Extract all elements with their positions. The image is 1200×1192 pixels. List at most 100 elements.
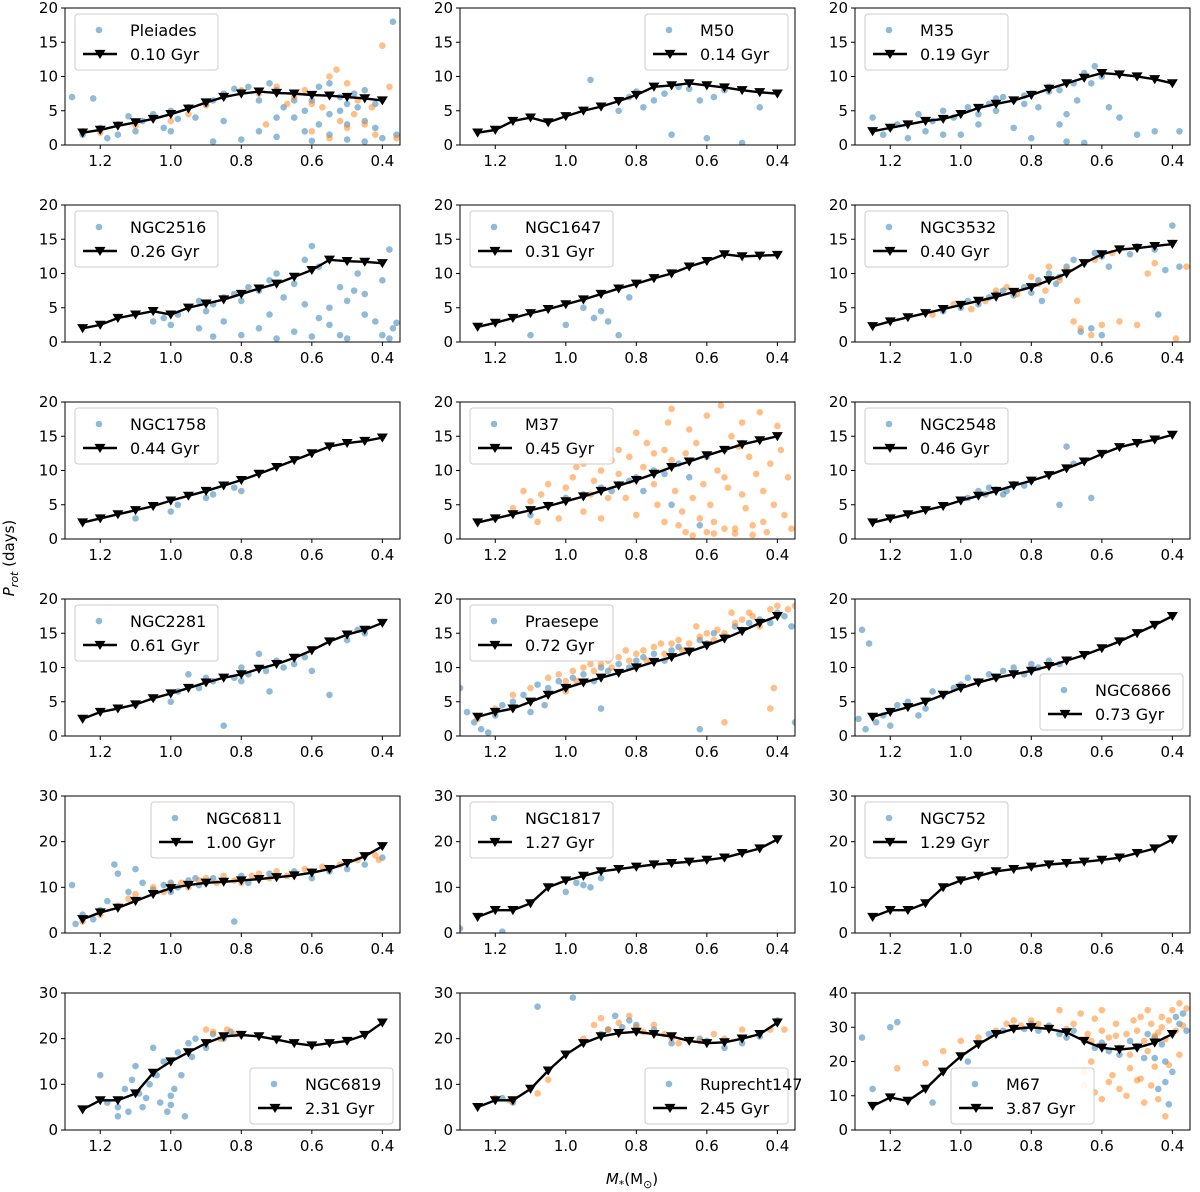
panel-3-model-marker-9 [235, 289, 247, 299]
panel-0-ytick-label-3: 15 [39, 33, 58, 51]
panel-0-obs-blue-point-41 [308, 137, 316, 145]
panel-0-obs-orange-point-4 [185, 110, 192, 118]
panel-10-obs-orange-point-43 [678, 647, 686, 654]
panel-17-obs-blue-point-20 [1116, 1051, 1123, 1058]
panel-7-obs-orange-point-66 [738, 491, 746, 498]
panel-12-model-marker-3 [130, 896, 142, 906]
panel-0-obs-orange-point-11 [308, 100, 316, 108]
panel-7-obs-orange-point-67 [703, 528, 711, 536]
panel-7-obs-orange-point-36 [774, 422, 781, 430]
panel-0-xtick-label-1: 1.0 [159, 152, 183, 170]
panel-9-obs-blue-point-10 [238, 677, 245, 685]
panel-10-obs-orange-point-21 [696, 633, 704, 640]
panel-17-obs-orange-point-34 [1169, 1006, 1176, 1014]
panel-2-model-marker-2 [902, 120, 914, 130]
panel-8-xtick-label-3: 0.6 [1090, 546, 1114, 564]
panel-15-model-marker-15 [341, 1036, 353, 1046]
panel-1-obs-blue-point-14 [738, 139, 746, 145]
panel-10-model-marker-4 [542, 690, 554, 700]
panel-12-legend: NGC6811 1.00 Gyr [150, 801, 295, 859]
panel-16-obs-blue-point-2 [534, 1003, 541, 1010]
panel-5-legend-box [864, 210, 1009, 268]
panel-2-obs-blue-point-17 [1020, 100, 1028, 108]
panel-0-ytick-label-2: 10 [39, 68, 58, 86]
panel-13-model-marker-11 [666, 859, 678, 869]
panel-15-obs-blue-point-12 [181, 1113, 189, 1120]
panel-10-obs-orange-point-37 [573, 677, 580, 685]
panel-7-model-marker-1 [489, 514, 501, 524]
panel-16-legend-cluster-name: Ruprecht147 [700, 1075, 803, 1094]
panel-6-model-marker-9 [235, 475, 247, 486]
panel-10-model-marker-7 [595, 673, 607, 683]
panel-9-xtick-label-2: 0.8 [229, 743, 253, 761]
panel-13-obs-blue-point-6 [573, 879, 580, 887]
panel-5-model-marker-5 [955, 300, 967, 310]
panel-15-model-marker-14 [323, 1039, 335, 1049]
panel-16-obs-orange-point-12 [650, 1021, 658, 1029]
panel-8-model-marker-13 [1096, 449, 1108, 460]
panel-6-legend-box [74, 407, 219, 465]
panel-10-obs-blue-point-10 [534, 681, 541, 688]
panel-13-ytick-label-0: 0 [443, 924, 453, 942]
panel-6-model-marker-13 [306, 449, 318, 459]
panel-1-legend: M50 0.14 Gyr [644, 13, 789, 71]
panel-5-model-marker-7 [990, 292, 1002, 302]
panel-17-model-marker-9 [1025, 1023, 1037, 1033]
panel-9-ytick-label-1: 5 [48, 693, 58, 711]
panel-6-xtick-label-3: 0.6 [300, 546, 324, 564]
panel-7-obs-orange-point-72 [759, 518, 767, 526]
panel-2-obs-blue-point-21 [1056, 121, 1063, 128]
panel-17-legend-box [950, 1067, 1095, 1125]
panel-13-model-marker-3 [525, 899, 537, 909]
panel-13-xtick-label-2: 0.8 [624, 940, 648, 958]
panel-3-model-marker-2 [112, 313, 124, 323]
panel-10-legend-cluster-name: Praesepe [525, 612, 599, 631]
panel-12-model-marker-5 [165, 884, 177, 894]
panel-4-xtick-label-1: 1.0 [554, 349, 578, 367]
panel-7-obs-orange-point-29 [731, 530, 739, 537]
panel-7-legend-age: 0.45 Gyr [525, 439, 595, 458]
panel-0-obs-orange-point-24 [368, 104, 376, 111]
panel-5-ytick-label-0: 0 [838, 333, 848, 351]
panel-pleiades: 0 5 10 15 20 1.2 1.0 0.8 0.6 0.4 Pleiades 0.10 Gyr [39, 0, 401, 170]
panel-9-model-marker-3 [130, 700, 142, 710]
panel-12-obs-blue-point-1 [72, 920, 79, 928]
panel-8-model-marker-4 [937, 501, 949, 512]
panel-13-xtick-label-3: 0.6 [695, 940, 719, 958]
panel-2-ytick-label-3: 15 [829, 33, 848, 51]
panel-ngc1647: 0 5 10 15 20 1.2 1.0 0.8 0.6 0.4 NGC1647 0.31 Gyr [434, 196, 796, 367]
panel-17-obs-orange-point-26 [1140, 1037, 1148, 1045]
panel-10-legend-marker-model [489, 640, 501, 650]
panel-14-ytick-label-3: 30 [829, 787, 848, 805]
panel-7-model-marker-10 [648, 469, 660, 479]
panel-6-model-marker-14 [323, 442, 335, 452]
panel-12-obs-blue-point-5 [104, 897, 111, 905]
panel-10-obs-blue-point-40 [791, 719, 795, 726]
panel-9-obs-blue-point-16 [290, 660, 298, 668]
panel-7-xtick-label-3: 0.6 [695, 546, 719, 564]
panel-1-ytick-label-2: 10 [434, 68, 453, 86]
panel-0-model-marker-4 [147, 114, 159, 124]
panel-12-xtick-label-3: 0.6 [300, 940, 324, 958]
panel-2-xtick-label-3: 0.6 [1090, 152, 1114, 170]
panel-15-model-marker-12 [288, 1039, 300, 1049]
panel-0-obs-blue-point-48 [255, 128, 263, 135]
panel-4-model-marker-8 [613, 284, 625, 294]
panel-14-model-marker-3 [920, 899, 932, 909]
panel-10-model-marker-16 [754, 618, 766, 628]
panel-2-obs-blue-point-5 [915, 110, 922, 118]
panel-11-model-marker-5 [955, 683, 967, 693]
panel-17-obs-blue-point-0 [858, 1034, 866, 1041]
panel-6-ytick-label-1: 5 [48, 496, 58, 514]
panel-7-obs-orange-point-74 [650, 450, 658, 457]
panel-7-legend-marker-obs [490, 420, 498, 428]
panel-1-obs-blue-point-9 [703, 134, 711, 142]
panel-15-model-marker-10 [253, 1032, 265, 1042]
panel-11-model-marker-12 [1078, 651, 1090, 661]
panel-10-obs-orange-point-47 [745, 609, 753, 616]
plot-area [867, 835, 1178, 922]
panel-13-model-marker-13 [701, 855, 713, 865]
panel-11-model-marker-11 [1061, 656, 1073, 666]
panel-15-legend: NGC6819 2.31 Gyr [249, 1067, 394, 1125]
panel-6-model-marker-8 [218, 481, 230, 491]
